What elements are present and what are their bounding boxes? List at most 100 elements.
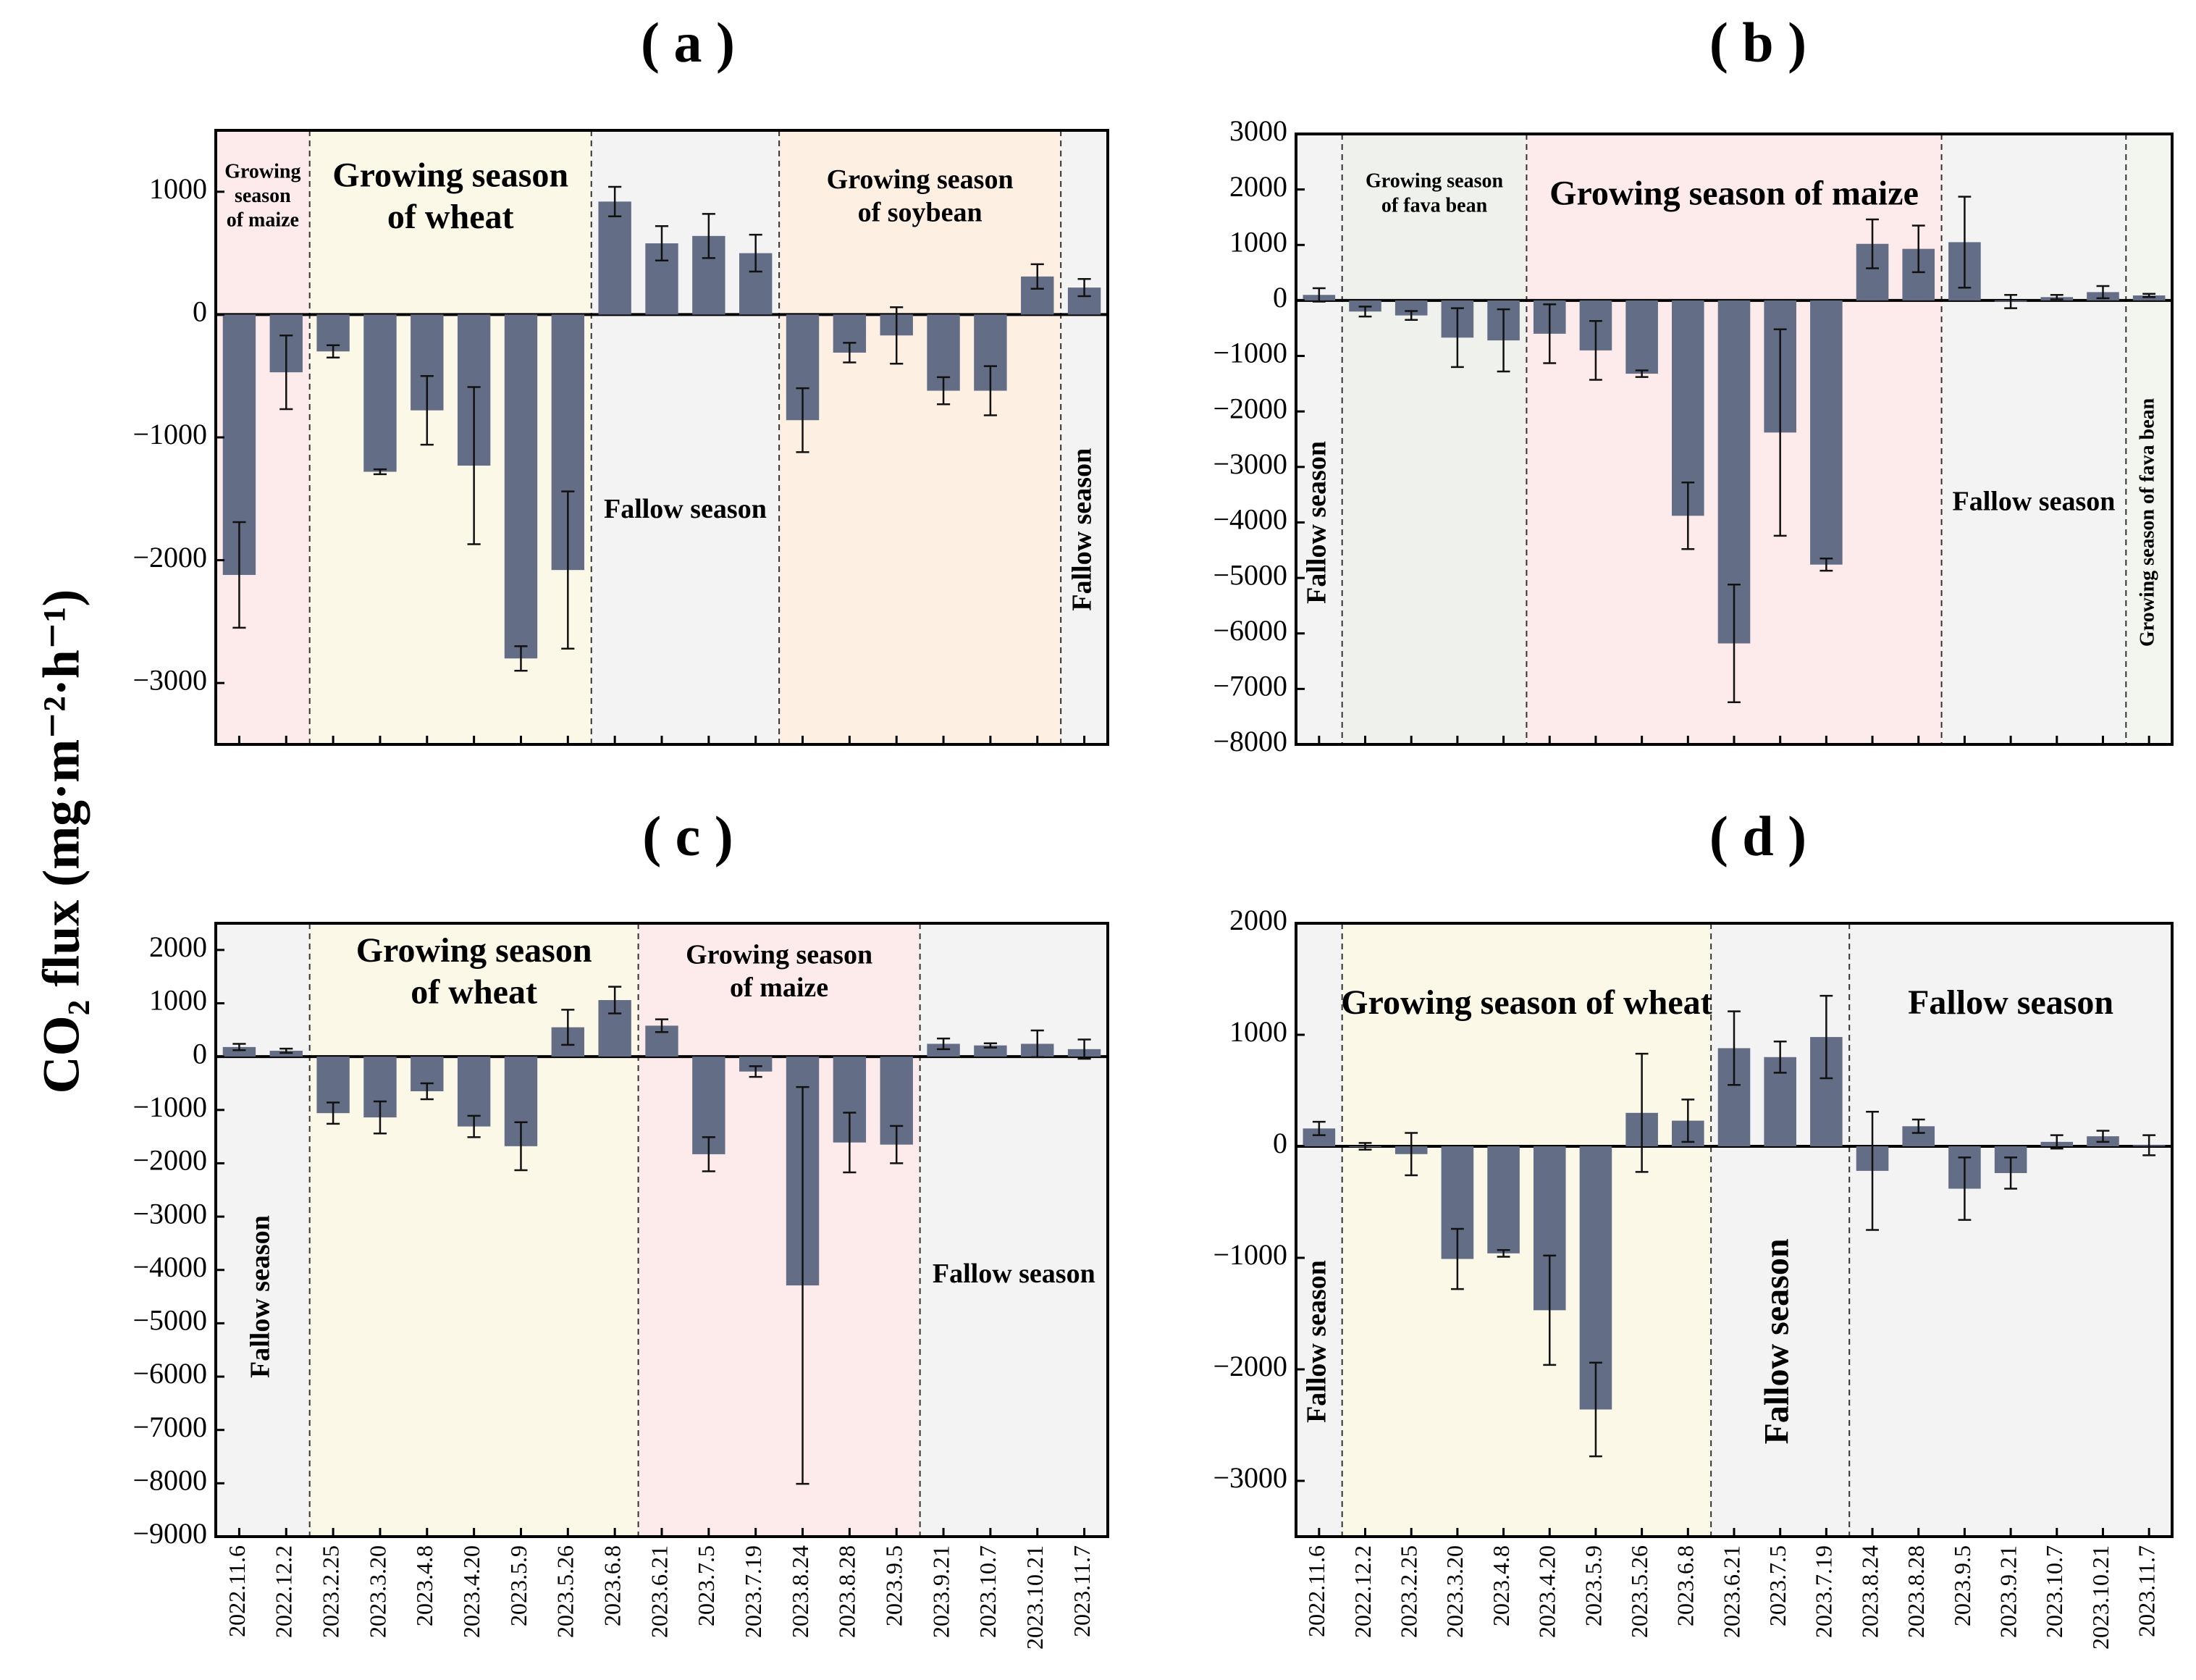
- panel-b-error-bar-1: [1358, 306, 1372, 318]
- panel-d-xtick-label-15: 2023.9.21: [1995, 1545, 2021, 1638]
- panel-b-bar-2: [1394, 300, 1428, 316]
- panel-c-xtick-label-16: 2023.10.7: [975, 1545, 1001, 1638]
- panel-a-error-bar-1: [279, 334, 293, 411]
- panel-b-ytick-label-2: 1000: [1229, 225, 1287, 258]
- panel-a-error-bar-10: [702, 213, 715, 259]
- panel-a-ytick-label-1: 0: [193, 295, 207, 328]
- panel-a-season-bg-3: [779, 130, 1061, 744]
- panel-c-error-bar-13: [843, 1112, 857, 1174]
- panel-c-xtick-label-12: 2023.8.24: [787, 1545, 813, 1638]
- panel-c-error-bar-12: [796, 1085, 809, 1485]
- panel-d-xtick-label-14: 2023.9.5: [1949, 1545, 1975, 1626]
- panel-d-season-label-3-line-0: Fallow season: [1908, 983, 2113, 1022]
- panel-c-bar-0: [222, 1046, 256, 1057]
- panel-a-season-label-0-line-0: Growing: [224, 161, 300, 183]
- panel-b-error-bar-10: [1773, 328, 1787, 537]
- panel-b-season-label-1-line-1: of fava bean: [1381, 194, 1488, 217]
- panel-b-error-bar-15: [2004, 293, 2018, 309]
- panel-c-xtick-label-2: 2023.2.25: [317, 1545, 343, 1638]
- panel-b-error-bar-9: [1728, 584, 1741, 704]
- panel-b-error-bar-18: [2142, 293, 2156, 298]
- panel-d-xtick-label-16: 2023.10.7: [2041, 1545, 2067, 1638]
- panel-c-season-label-1-line-1: of wheat: [411, 973, 537, 1012]
- panel-d-ytick-label-2: 0: [1273, 1127, 1287, 1159]
- panel-c-error-bar-14: [890, 1125, 904, 1164]
- panel-c-xtick-label-14: 2023.9.5: [881, 1545, 907, 1626]
- panel-a-title: ( a ): [641, 11, 735, 74]
- panel-a-error-bar-17: [1030, 263, 1044, 290]
- panel-c-error-bar-2: [327, 1101, 340, 1125]
- panel-d-xtick-label-6: 2023.5.9: [1580, 1545, 1606, 1626]
- panel-c-ytick-label-1: 1000: [149, 984, 207, 1017]
- panel-d-error-bar-10: [1773, 1040, 1787, 1074]
- panel-c-season-bg-3: [920, 923, 1108, 1537]
- panel-a-error-bar-3: [373, 468, 387, 476]
- panel-a-season-label-1-line-1: of wheat: [387, 198, 514, 236]
- panel-d-title: ( d ): [1709, 805, 1806, 868]
- panel-d-error-bar-0: [1312, 1120, 1326, 1136]
- panel-a-error-bar-0: [232, 521, 246, 629]
- panel-a-error-bar-6: [514, 645, 528, 672]
- panel-b-season-bg-3: [1941, 134, 2126, 744]
- panel-a-ytick-label-3: −2000: [132, 541, 207, 574]
- panel-d-error-bar-17: [2096, 1130, 2110, 1143]
- panel-d-ytick-label-3: −1000: [1213, 1238, 1287, 1271]
- panel-d-xtick-label-13: 2023.8.28: [1903, 1545, 1929, 1638]
- panel-b-ytick-label-11: −8000: [1213, 725, 1287, 757]
- panel-d-error-bar-8: [1681, 1099, 1695, 1143]
- panel-d-error-bar-3: [1450, 1227, 1464, 1290]
- panel-c-bar-11: [739, 1057, 773, 1072]
- panel-a-season-label-1-line-0: Growing season: [332, 156, 568, 195]
- panel-d-ytick-label-0: 2000: [1229, 904, 1287, 936]
- panel-a-error-bar-2: [327, 344, 340, 359]
- panel-d-error-bar-5: [1543, 1254, 1557, 1366]
- panel-b-error-bar-7: [1635, 369, 1649, 378]
- panel-c-season-label-3-line-0: Fallow season: [933, 1259, 1095, 1289]
- panel-b-error-bar-14: [1958, 196, 1972, 289]
- panel-a-error-bar-11: [749, 233, 762, 273]
- panel-d-error-bar-1: [1358, 1142, 1372, 1151]
- panel-c-bar-16: [974, 1045, 1007, 1057]
- panel-c-error-bar-9: [655, 1018, 669, 1033]
- panel-c-ytick-label-7: −5000: [132, 1304, 207, 1337]
- panel-d-xtick-label-2: 2023.2.25: [1396, 1545, 1422, 1638]
- panel-c-ytick-label-5: −3000: [132, 1197, 207, 1230]
- panel-a-error-bar-7: [561, 490, 575, 650]
- panel-b-ytick-label-4: −1000: [1213, 337, 1287, 369]
- panel-d-xtick-label-7: 2023.5.26: [1626, 1545, 1652, 1638]
- panel-c-season-label-0: Fallow season: [245, 1215, 276, 1378]
- panel-d-season-label-0: Fallow season: [1302, 1260, 1332, 1423]
- panel-c-xtick-label-11: 2023.7.19: [740, 1545, 766, 1638]
- panel-d-error-bar-7: [1635, 1052, 1649, 1173]
- panel-b-error-bar-17: [2096, 285, 2110, 300]
- panel-d-error-bar-6: [1589, 1361, 1602, 1458]
- panel-c-xtick-label-4: 2023.4.8: [411, 1545, 437, 1626]
- panel-c-error-bar-16: [983, 1042, 997, 1049]
- panel-c-ytick-label-3: −1000: [132, 1091, 207, 1123]
- panel-c-xtick-label-17: 2023.10.21: [1022, 1545, 1048, 1650]
- panel-c-xtick-label-3: 2023.3.20: [364, 1545, 390, 1638]
- panel-b-season-label-3-line-0: Fallow season: [1953, 486, 2116, 516]
- panel-b-error-bar-0: [1312, 287, 1326, 303]
- panel-c-error-bar-1: [279, 1047, 293, 1054]
- panel-b-ytick-label-6: −3000: [1213, 448, 1287, 480]
- panel-d: ( d ) Fallow season Growing season of whe…: [1213, 805, 2174, 1650]
- panel-d-ytick-label-1: 1000: [1229, 1015, 1287, 1048]
- panel-b-error-bar-12: [1866, 218, 1879, 269]
- panel-a-season-label-2-line-0: Fallow season: [604, 494, 767, 524]
- panel-b-bar-8: [1672, 300, 1704, 516]
- panel-a-season-label-3-line-1: of soybean: [858, 198, 983, 228]
- panel-c-xtick-label-0: 2022.11.6: [224, 1545, 250, 1637]
- panel-b-title: ( b ): [1709, 11, 1806, 74]
- panel-b-season-label-1-line-0: Growing season: [1366, 170, 1503, 193]
- panel-b-ytick-label-9: −6000: [1213, 614, 1287, 647]
- panel-a-season-label-0-line-2: of maize: [227, 209, 299, 232]
- panel-c-xtick-label-10: 2023.7.5: [693, 1545, 719, 1626]
- panel-c-error-bar-11: [749, 1065, 762, 1078]
- panel-a-error-bar-15: [936, 376, 951, 406]
- panel-a-error-bar-8: [608, 185, 622, 217]
- panel-a-season-label-3-line-0: Growing season: [827, 164, 1014, 195]
- panel-d-season-bg-3: [1849, 923, 2172, 1537]
